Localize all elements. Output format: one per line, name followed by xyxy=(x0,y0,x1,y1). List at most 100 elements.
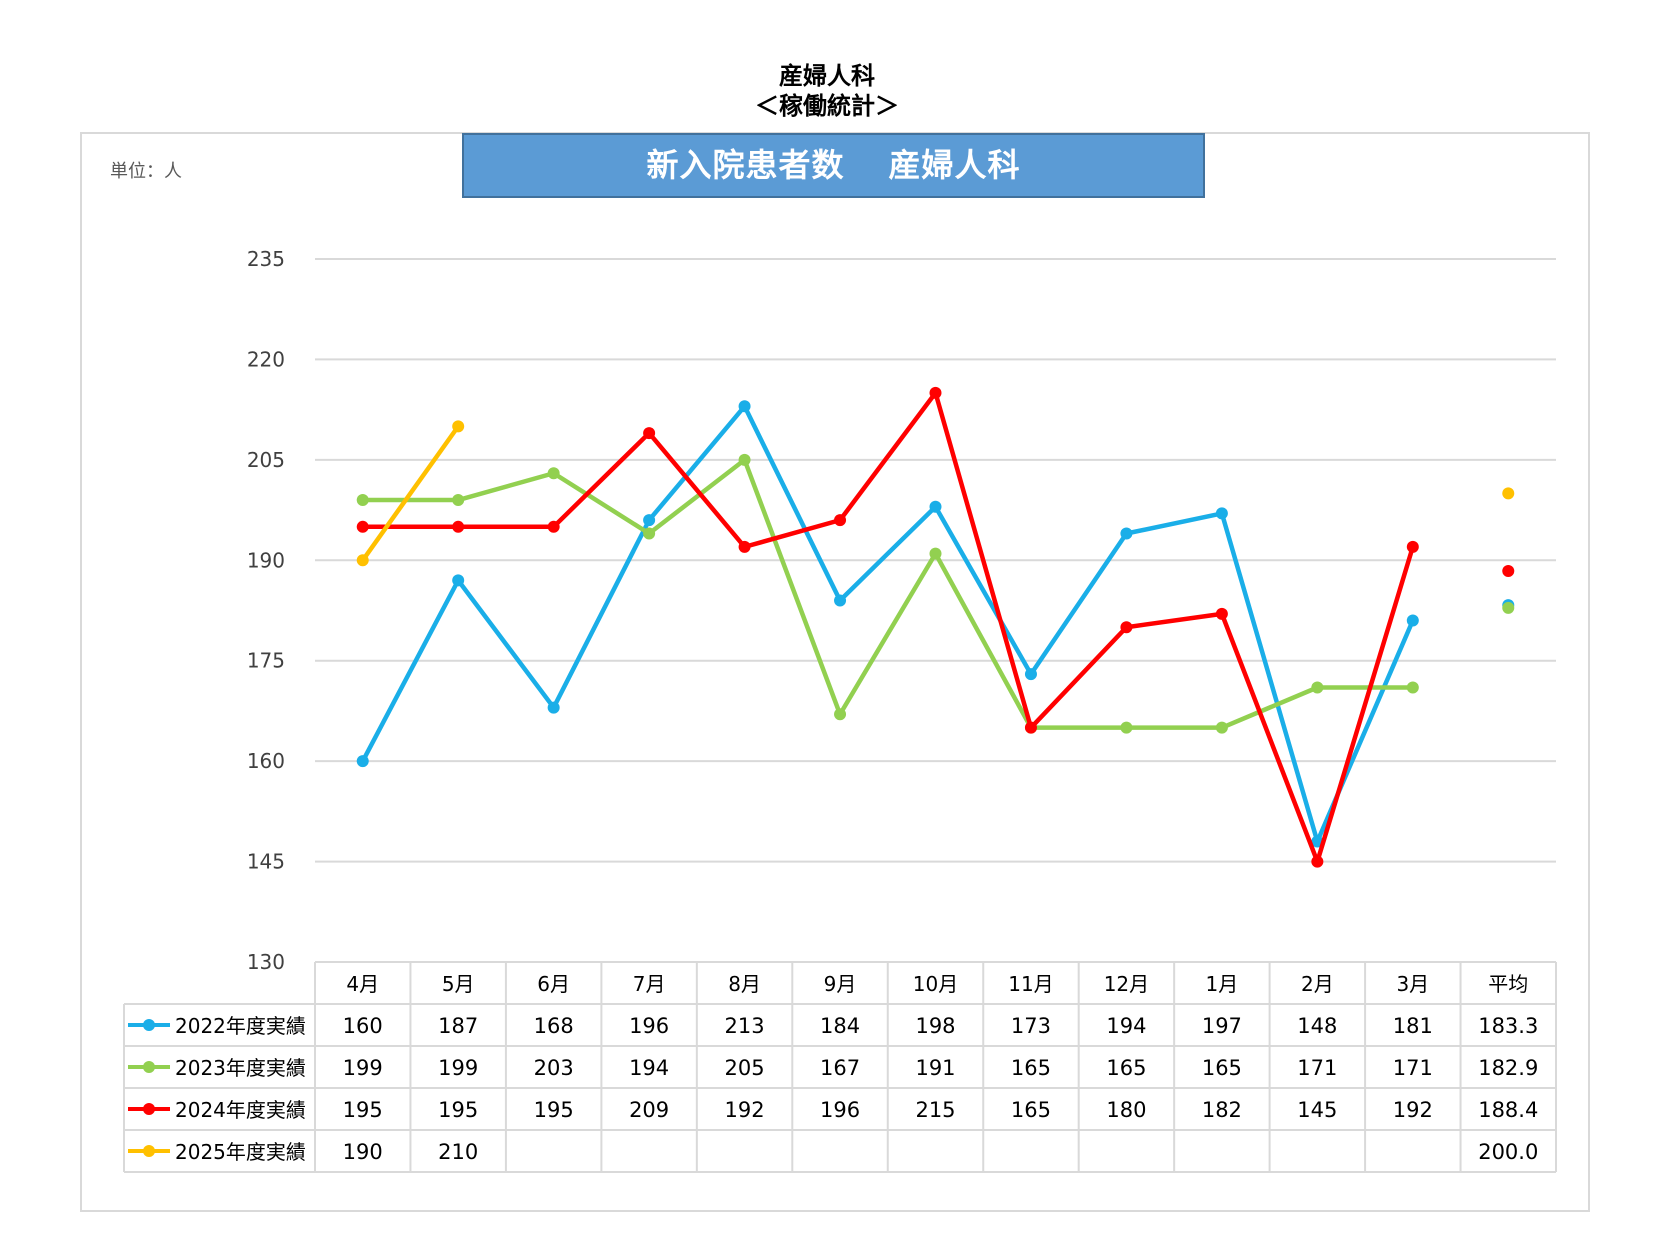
data-point xyxy=(356,494,369,507)
y-tick-label: 160 xyxy=(247,749,285,773)
data-point xyxy=(834,708,847,721)
data-label: 171 xyxy=(1393,1056,1433,1080)
legend-label: 2022年度実績 xyxy=(175,1014,306,1038)
data-label: 190 xyxy=(343,1140,383,1164)
data-point xyxy=(452,420,465,433)
average-label: 183.3 xyxy=(1478,1014,1538,1038)
page-title: 産婦人科 xyxy=(779,62,875,90)
data-label: 148 xyxy=(1297,1014,1337,1038)
data-label: 195 xyxy=(438,1098,478,1122)
data-point xyxy=(356,520,369,533)
data-point xyxy=(547,467,560,480)
data-label: 195 xyxy=(343,1098,383,1122)
data-label: 198 xyxy=(915,1014,955,1038)
x-tick-label: 2月 xyxy=(1301,972,1334,996)
data-label: 171 xyxy=(1297,1056,1337,1080)
data-point xyxy=(1406,681,1419,694)
data-label: 192 xyxy=(725,1098,765,1122)
data-label: 165 xyxy=(1202,1056,1242,1080)
page-subtitle: ＜稼働統計＞ xyxy=(755,92,899,120)
x-tick-label: 12月 xyxy=(1104,972,1149,996)
data-point xyxy=(452,494,465,507)
data-label: 194 xyxy=(629,1056,669,1080)
data-point xyxy=(1406,614,1419,627)
x-tick-label: 平均 xyxy=(1488,972,1528,996)
chart-title-main: 新入院患者数 xyxy=(646,146,845,184)
data-point xyxy=(1215,607,1228,620)
data-point xyxy=(547,701,560,714)
data-point xyxy=(1311,855,1324,868)
data-point xyxy=(356,755,369,768)
data-label: 215 xyxy=(915,1098,955,1122)
average-label: 188.4 xyxy=(1478,1098,1538,1122)
average-label: 200.0 xyxy=(1478,1140,1538,1164)
data-point xyxy=(1120,621,1133,634)
data-label: 180 xyxy=(1106,1098,1146,1122)
data-point xyxy=(452,520,465,533)
data-point xyxy=(356,554,369,567)
data-point xyxy=(738,453,751,466)
data-point xyxy=(643,427,656,440)
average-label: 182.9 xyxy=(1478,1056,1538,1080)
data-point xyxy=(1120,527,1133,540)
x-tick-label: 6月 xyxy=(537,972,570,996)
y-tick-label: 220 xyxy=(247,347,285,371)
data-point xyxy=(929,547,942,560)
average-point xyxy=(1502,601,1515,614)
data-label: 196 xyxy=(820,1098,860,1122)
x-tick-label: 11月 xyxy=(1008,972,1053,996)
x-tick-label: 7月 xyxy=(633,972,666,996)
x-tick-label: 4月 xyxy=(346,972,379,996)
data-label: 199 xyxy=(438,1056,478,1080)
data-label: 181 xyxy=(1393,1014,1433,1038)
data-point xyxy=(1215,507,1228,520)
series-line xyxy=(360,404,1415,844)
series-line xyxy=(362,390,1415,864)
data-point xyxy=(1311,681,1324,694)
legend-label: 2024年度実績 xyxy=(175,1098,306,1122)
data-label: 196 xyxy=(629,1014,669,1038)
data-label: 194 xyxy=(1106,1014,1146,1038)
y-tick-label: 130 xyxy=(247,950,285,974)
data-label: 210 xyxy=(438,1140,478,1164)
legend-label: 2023年度実績 xyxy=(175,1056,306,1080)
data-label: 199 xyxy=(343,1056,383,1080)
data-point xyxy=(929,386,942,399)
y-tick-label: 205 xyxy=(247,448,285,472)
data-point xyxy=(643,527,656,540)
y-tick-label: 190 xyxy=(247,548,285,572)
data-point xyxy=(929,500,942,513)
x-tick-label: 5月 xyxy=(442,972,475,996)
data-label: 209 xyxy=(629,1098,669,1122)
average-point xyxy=(1502,487,1515,500)
x-tick-label: 8月 xyxy=(728,972,761,996)
data-label: 165 xyxy=(1106,1056,1146,1080)
legend-label: 2025年度実績 xyxy=(175,1140,306,1164)
legend-marker xyxy=(143,1103,155,1115)
unit-label: 単位：人 xyxy=(110,161,182,182)
data-point xyxy=(547,520,560,533)
data-point xyxy=(834,514,847,527)
data-point xyxy=(1024,668,1037,681)
series-line xyxy=(360,425,461,562)
data-point xyxy=(834,594,847,607)
y-tick-label: 175 xyxy=(247,649,285,673)
data-label: 165 xyxy=(1011,1056,1051,1080)
data-point xyxy=(738,540,751,553)
data-label: 192 xyxy=(1393,1098,1433,1122)
legend-marker xyxy=(143,1061,155,1073)
data-label: 173 xyxy=(1011,1014,1051,1038)
y-tick-label: 235 xyxy=(247,247,285,271)
data-label: 195 xyxy=(534,1098,574,1122)
data-label: 213 xyxy=(725,1014,765,1038)
data-label: 187 xyxy=(438,1014,478,1038)
chart-title-banner: 新入院患者数 産婦人科 xyxy=(462,133,1205,198)
x-tick-label: 3月 xyxy=(1396,972,1429,996)
data-point xyxy=(1406,540,1419,553)
chart-title-dept: 産婦人科 xyxy=(888,146,1021,184)
data-label: 167 xyxy=(820,1056,860,1080)
data-label: 160 xyxy=(343,1014,383,1038)
data-label: 145 xyxy=(1297,1098,1337,1122)
y-tick-label: 145 xyxy=(247,850,285,874)
